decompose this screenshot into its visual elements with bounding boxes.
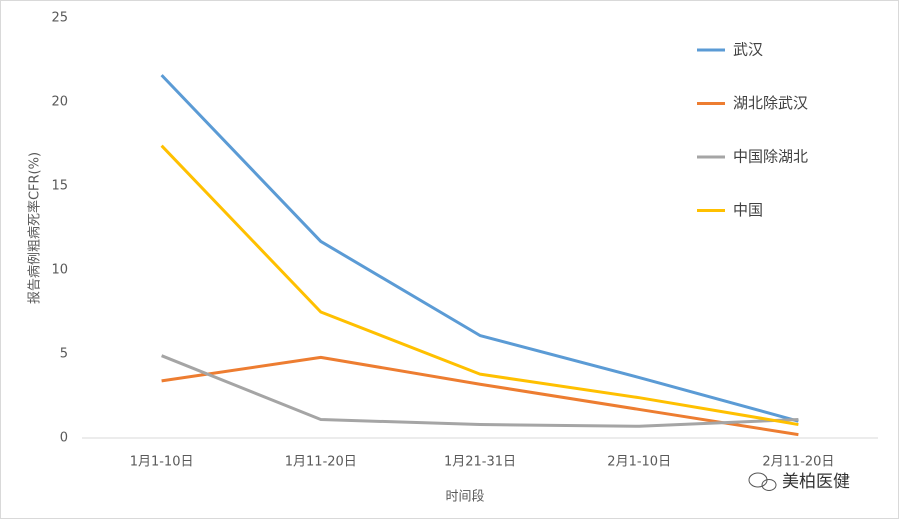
watermark-icon: [761, 479, 777, 491]
series-line: [161, 355, 799, 437]
watermark-text: 美柏医健: [782, 472, 850, 492]
y-tick-label: 0: [60, 431, 68, 446]
x-tick-label: 2月1-10日: [607, 455, 671, 470]
series-line: [160, 144, 799, 427]
y-axis-label: 报告病例粗病死率CFR(%): [27, 152, 43, 304]
x-tick-label: 1月1-10日: [130, 455, 194, 470]
series-line: [161, 354, 799, 428]
y-tick-label: 5: [60, 347, 68, 362]
legend-label: 湖北除武汉: [733, 94, 808, 112]
legend-label: 武汉: [733, 41, 763, 59]
x-tick-label: 2月11-20日: [762, 455, 834, 470]
watermark: 美柏医健: [748, 472, 850, 492]
y-tick-label: 15: [51, 179, 68, 194]
series-line: [160, 74, 799, 423]
x-tick-label: 1月21-31日: [444, 455, 516, 470]
legend-label: 中国: [733, 201, 763, 219]
x-axis-label: 时间段: [445, 490, 484, 505]
y-tick-label: 20: [51, 95, 68, 110]
y-tick-label: 25: [51, 11, 68, 26]
legend-label: 中国除湖北: [733, 148, 808, 166]
x-tick-label: 1月11-20日: [285, 455, 357, 470]
y-tick-label: 10: [51, 263, 68, 278]
